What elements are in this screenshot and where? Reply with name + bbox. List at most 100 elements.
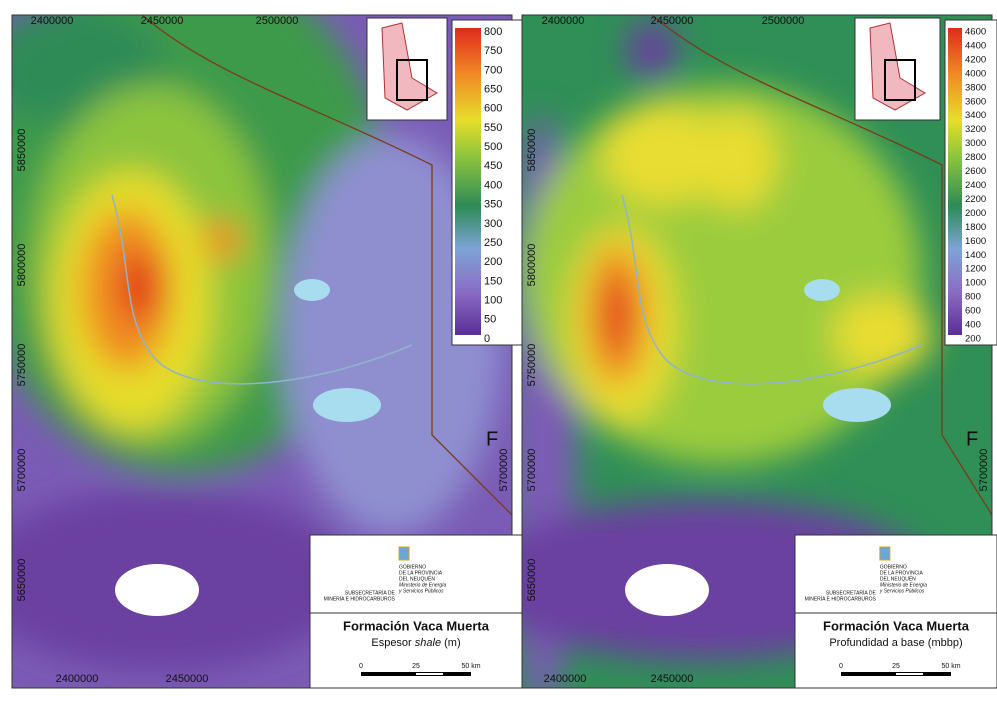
legend-label: 400 [965,320,981,331]
y-coordinate-label: 5700000 [16,449,28,492]
x-coordinate-label: 2400000 [544,673,587,685]
y-coordinate-label: 5750000 [16,344,28,387]
legend-label: 4400 [965,40,986,51]
legend-label: 3000 [965,138,986,149]
legend-label: 350 [484,199,502,211]
legend-label: 2400 [965,180,986,191]
legend-label: 2200 [965,194,986,205]
x-coordinate-label: 2450000 [651,673,694,685]
y-coordinate-label: 5700000 [978,449,990,492]
x-coordinate-label: 2400000 [31,15,74,27]
map-title: Formación Vaca Muerta [823,618,970,633]
legend-label: 3600 [965,96,986,107]
legend-label: 3800 [965,82,986,93]
agency-name: SUBSECRETARÍA DE [826,589,877,596]
surface-zone [202,220,242,260]
legend-label: 2000 [965,208,986,219]
legend-ramp [455,28,481,335]
x-coordinate-label: 2400000 [56,673,99,685]
y-coordinate-label: 5700000 [498,449,510,492]
legend-label: 550 [484,122,502,134]
legend-label: 200 [965,334,981,345]
legend-label: 1000 [965,278,986,289]
legend-label: 500 [484,141,502,153]
edge-letter: F [966,428,978,450]
y-coordinate-label: 5800000 [526,244,538,287]
legend-label: 1600 [965,236,986,247]
legend-label: 250 [484,237,502,249]
legend-label: 4000 [965,68,986,79]
y-coordinate-label: 5800000 [16,244,28,287]
legend-label: 0 [484,333,490,345]
scale-label: 0 [839,663,843,670]
legend-label: 300 [484,218,502,230]
logo-emblem [880,547,890,560]
surface-zone [832,295,932,375]
edge-letter: F [486,428,498,450]
lake [313,388,381,422]
legend-label: 400 [484,179,502,191]
scale-label: 0 [359,663,363,670]
map-panel: 2400000 2450000 2500000 2400000 2450000 58500… [472,15,997,701]
surface-zone [603,275,631,355]
scale-bar-segment [416,673,443,675]
scale-label: 25 [412,663,420,670]
government-name: DEL NEUQUÉN [880,575,916,582]
map-title: Formación Vaca Muerta [343,618,490,633]
subtitle-part: Profundidad a base (mbbp) [829,637,962,649]
surface-zone [120,252,160,322]
x-coordinate-label: 2400000 [542,15,585,27]
legend-label: 3200 [965,124,986,135]
legend-label: 50 [484,314,496,326]
legend-label: 2800 [965,152,986,163]
legend-label: 100 [484,295,502,307]
logo-emblem [399,547,409,560]
subtitle-part: Espesor [371,637,414,649]
government-name: y Servicios Públicos [398,588,444,594]
legend-label: 3400 [965,110,986,121]
lake [294,279,330,301]
x-coordinate-label: 2450000 [166,673,209,685]
subtitle-part: shale [415,637,441,649]
lake [823,388,891,422]
x-coordinate-label: 2500000 [762,15,805,27]
x-coordinate-label: 2450000 [651,15,694,27]
map-figure: 2400000245000025000002400000245000058500… [0,0,997,701]
subtitle-part: (m) [441,637,461,649]
legend-label: 600 [965,306,981,317]
legend-label: 600 [484,103,502,115]
legend-label: 200 [484,256,502,268]
legend-label: 4600 [965,27,986,38]
y-coordinate-label: 5850000 [526,129,538,172]
government-name: y Servicios Públicos [879,588,925,594]
legend-ramp [948,28,962,335]
legend-label: 450 [484,160,502,172]
y-coordinate-label: 5650000 [16,559,28,602]
y-coordinate-label: 5750000 [526,344,538,387]
lake [115,564,199,616]
scale-label: 50 km [461,663,480,670]
legend-label: 1200 [965,264,986,275]
x-coordinate-label: 2500000 [256,15,299,27]
agency-name: SUBSECRETARÍA DE [345,589,396,596]
scale-bar-segment [896,673,923,675]
legend-label: 800 [965,292,981,303]
map-subtitle: Espesor shale (m) [371,637,460,649]
legend-label: 1800 [965,222,986,233]
legend-label: 750 [484,45,502,57]
lake [804,279,840,301]
legend-label: 2600 [965,166,986,177]
agency-name: MINERÍA E HIDROCARBUROS [805,595,877,602]
x-coordinate-label: 2450000 [141,15,184,27]
scale-label: 25 [892,663,900,670]
map-subtitle: Profundidad a base (mbbp) [829,637,962,649]
lake [625,564,709,616]
agency-name: MINERÍA E HIDROCARBUROS [324,595,396,602]
legend-label: 1400 [965,250,986,261]
government-name: DEL NEUQUÉN [399,575,435,582]
legend-label: 4200 [965,54,986,65]
legend-label: 800 [484,26,502,38]
scale-label: 50 km [941,663,960,670]
legend-label: 650 [484,83,502,95]
